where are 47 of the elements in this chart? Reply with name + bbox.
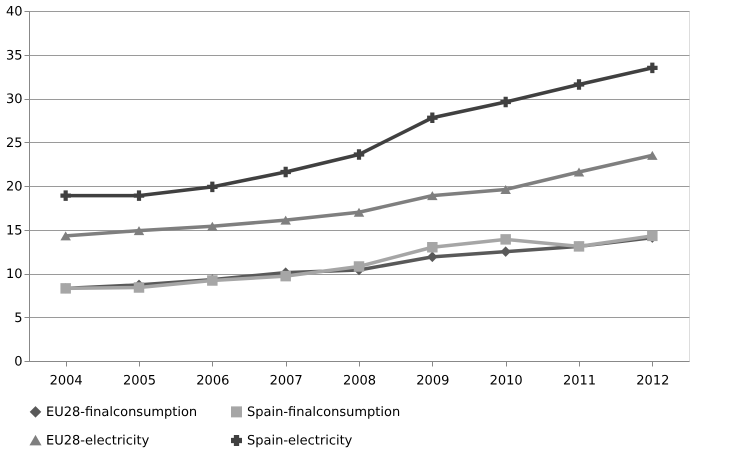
x-tick-label: 2012 [636,374,670,388]
x-tick-label: 2005 [122,374,156,388]
point [354,149,364,160]
y-tick-label: 30 [6,92,22,107]
point [207,182,218,192]
y-tick-label: 0 [14,354,22,370]
x-tick-label: 2007 [270,374,303,388]
y-tick-label: 15 [6,223,22,238]
point [280,216,291,225]
point [134,282,144,293]
y-tick-label: 10 [6,267,22,282]
y-tick-label: 20 [6,180,22,194]
point [427,112,438,123]
legend-label: EU28-finalconsumption [46,404,198,420]
x-tick-label: 2011 [562,374,596,388]
point [427,191,438,200]
legend-label: Spain-finalconsumption [247,404,400,420]
y-tick-label: 40 [6,4,22,20]
point [134,190,144,201]
x-tick-label: 2006 [196,374,230,388]
legend-label: EU28-electricity [46,434,150,448]
y-tick-label: 25 [6,136,22,151]
point [280,270,291,282]
point [60,231,71,240]
point [500,96,511,108]
point [354,208,364,217]
x-tick-label: 2009 [416,374,450,388]
point [574,79,584,90]
x-tick-label: 2010 [490,374,523,388]
point [207,222,218,231]
point [427,242,438,252]
point [427,252,438,262]
point [500,234,511,245]
point [500,246,511,257]
point [354,261,364,272]
point [500,184,511,194]
x-tick-label: 2004 [50,374,83,388]
point [647,62,658,74]
point [280,166,291,178]
point [134,226,144,236]
legend-label: Spain-electricity [247,434,353,448]
y-tick-label: 5 [14,310,22,326]
y-tick-label: 35 [6,48,22,64]
point [647,150,658,160]
point [60,190,71,201]
point [574,167,584,177]
x-tick-label: 2008 [342,374,376,388]
